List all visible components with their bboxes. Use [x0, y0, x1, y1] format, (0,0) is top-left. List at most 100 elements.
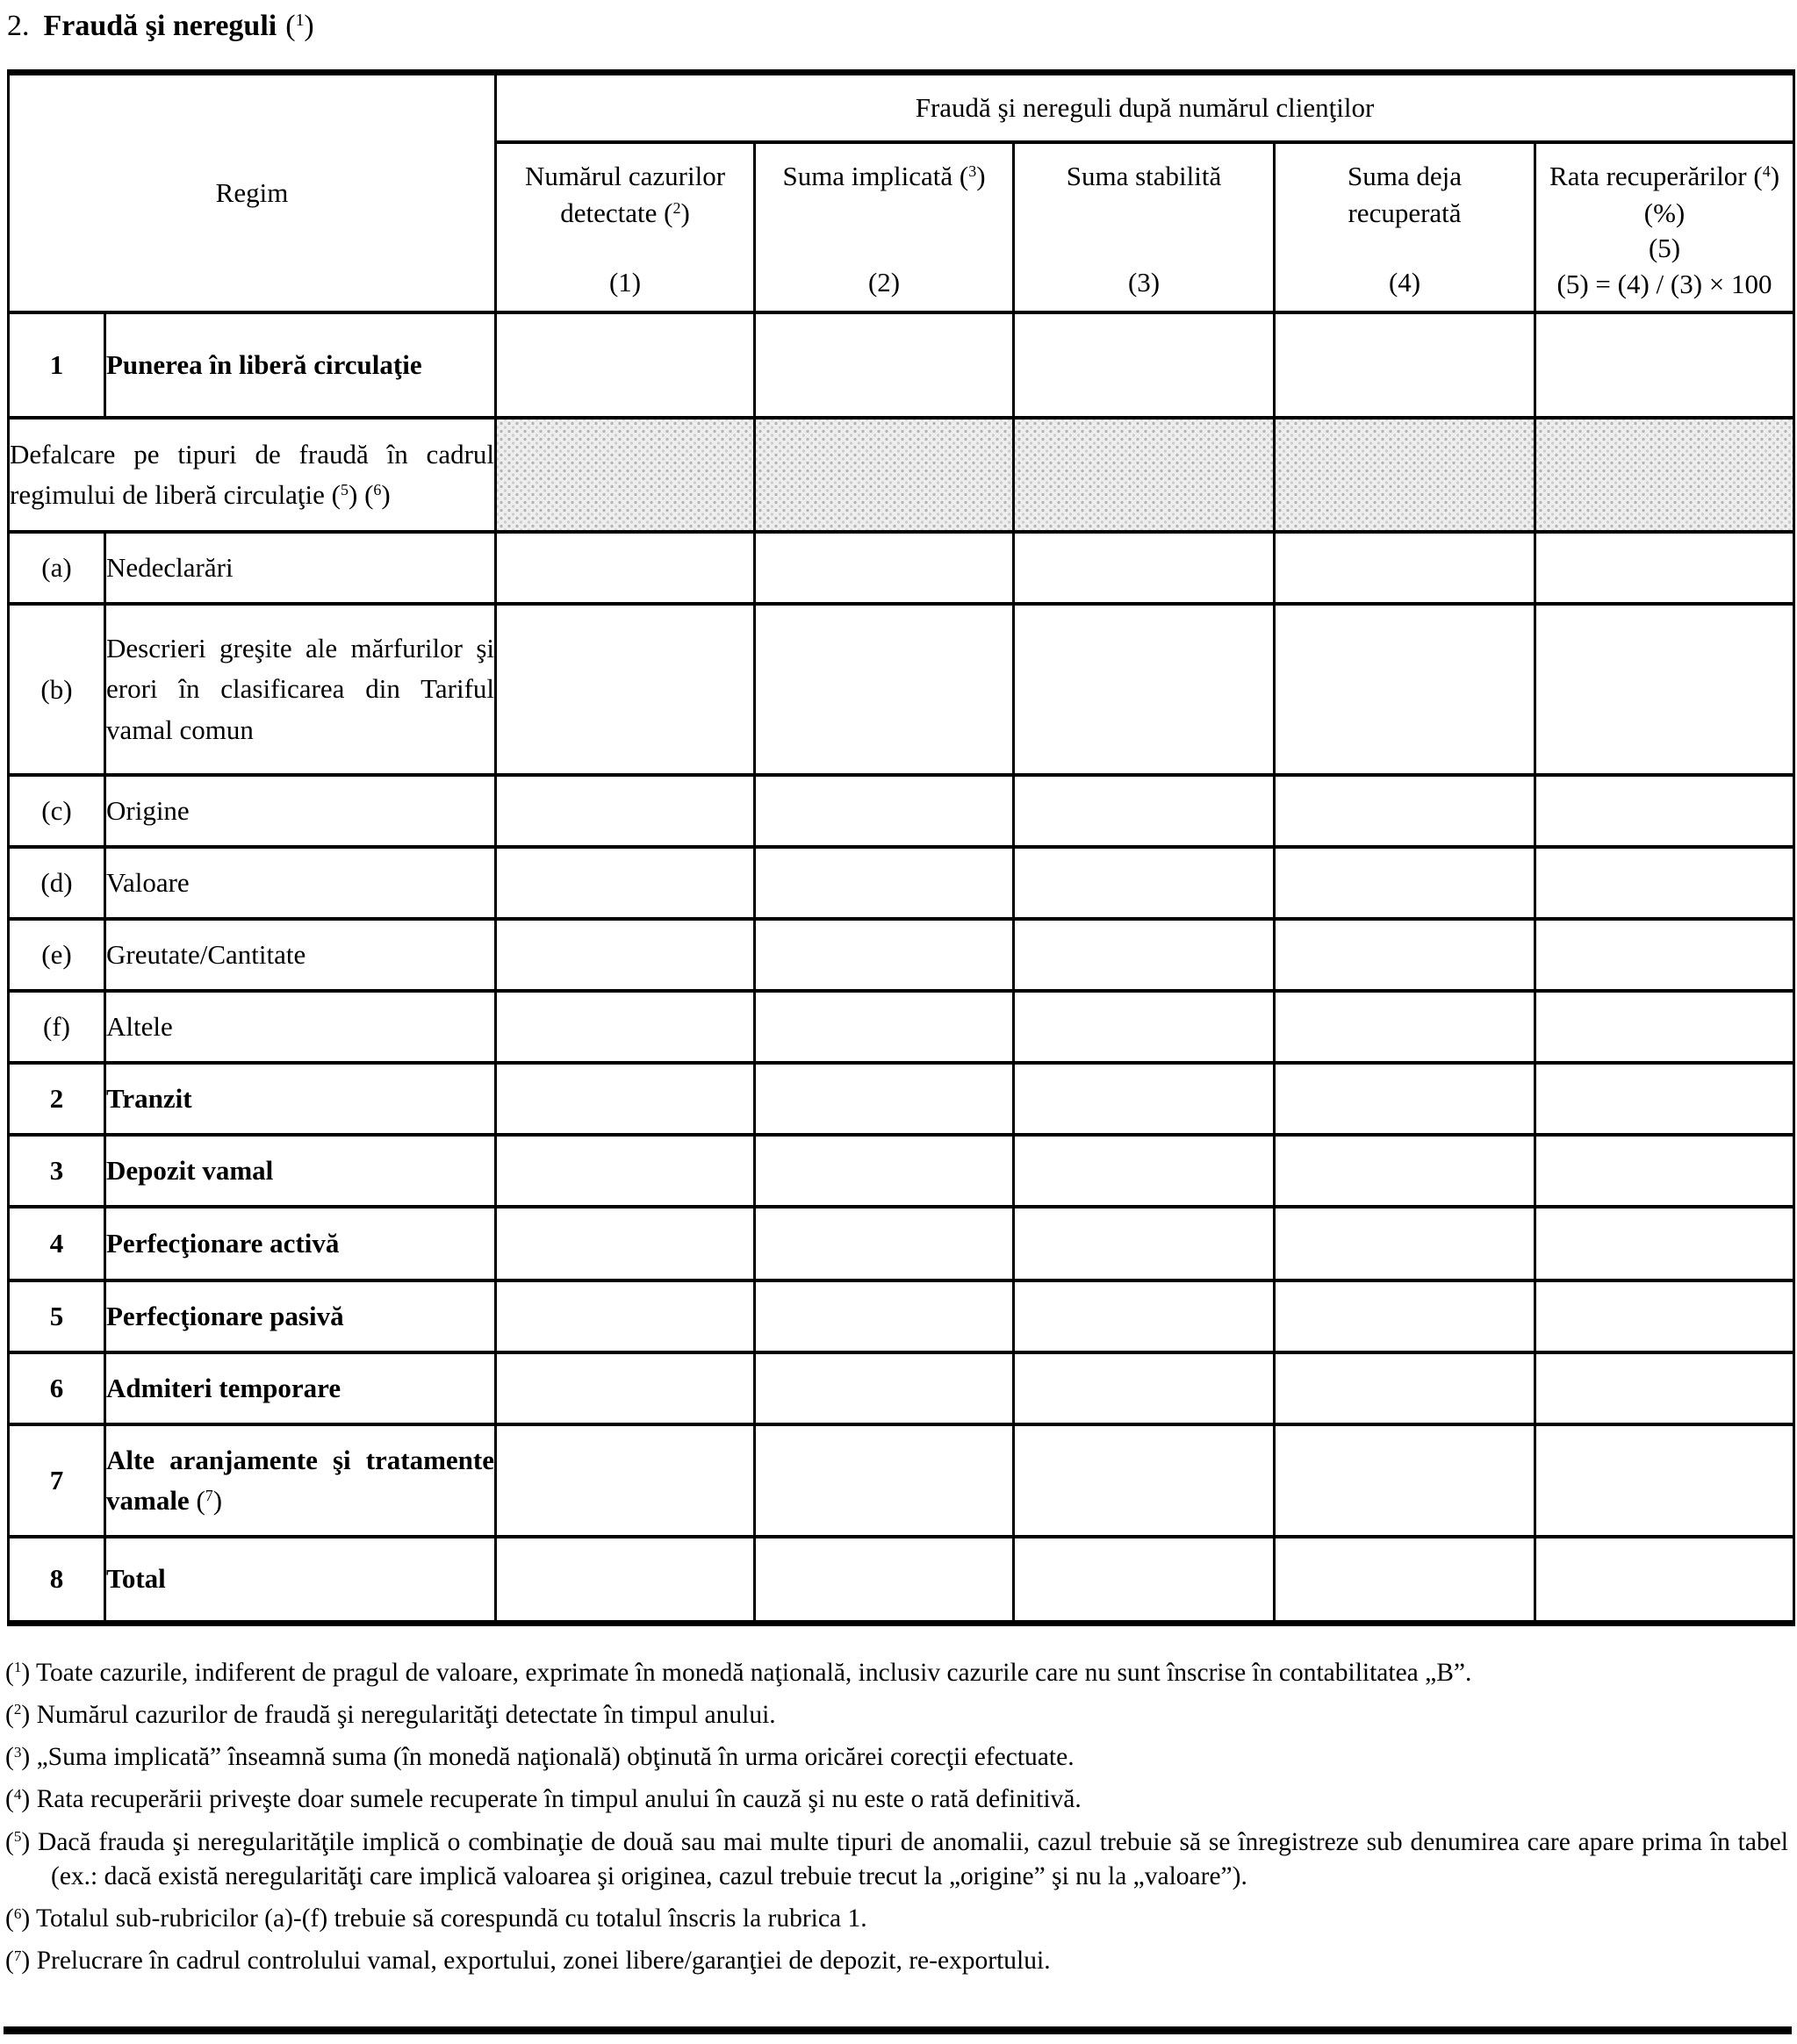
table-header: Regim Fraudă şi nereguli după numărul cl…: [6, 70, 1796, 315]
table-row: (e) Greutate/Cantitate: [7, 917, 1796, 993]
table-row: 5 Perfecţionare pasivă: [7, 1279, 1796, 1355]
table-row: 1 Punerea în liberă circulaţie: [7, 311, 1796, 420]
data-cell: [1534, 1205, 1796, 1283]
footnote-ref-icon: (5): [331, 479, 358, 511]
data-cell: [753, 989, 1016, 1065]
group-header-cell: Fraudă şi nereguli după numărul clienţil…: [494, 70, 1796, 144]
column-index: (1): [608, 266, 642, 298]
group-header-row: Regim Fraudă şi nereguli după numărul cl…: [6, 70, 1796, 315]
column-header-cell: Suma deja recuperată (4): [1273, 140, 1537, 315]
data-cell: [753, 530, 1016, 606]
data-cell: [1273, 530, 1537, 606]
data-cell: [1012, 1351, 1276, 1427]
data-cell: [494, 773, 757, 850]
row-number-cell: 6: [7, 1351, 106, 1427]
data-cell: [494, 1279, 757, 1355]
row-number-cell: 3: [7, 1133, 106, 1209]
row-number-cell: (d): [7, 845, 106, 922]
row-number-cell: (b): [7, 602, 106, 778]
column-header-cell: Suma implicată (3) (2): [753, 140, 1016, 315]
data-cell: [1012, 1279, 1276, 1355]
data-cell: [1012, 1133, 1276, 1209]
column-header-label: Suma implicată (3): [782, 158, 985, 195]
column-header-line: Rata recuperărilor (4): [1549, 160, 1780, 191]
data-cell: [1012, 845, 1276, 922]
data-cell: [1012, 917, 1276, 993]
column-index: (2): [867, 266, 901, 298]
row-label-cell: Depozit vamal: [103, 1133, 498, 1209]
regim-header-label: Regim: [215, 176, 289, 208]
breakdown-label-cell: Defalcare pe tipuri de fraudă în cadrul …: [6, 416, 498, 534]
row-label-cell: Greutate/Cantitate: [103, 917, 498, 993]
data-cell: [1273, 773, 1537, 850]
column-header-label: Rata recuperărilor (4) (%): [1549, 158, 1779, 232]
row-label-cell: Alte aranjamente şi tratamente vamale (7…: [103, 1423, 498, 1539]
data-cell: [753, 917, 1016, 993]
row-number-cell: 7: [7, 1423, 106, 1539]
row-number-cell: 5: [7, 1279, 106, 1355]
column-header-line: (%): [1643, 197, 1686, 228]
column-header-line: Suma implicată (3): [782, 160, 986, 191]
shaded-data-cell: [494, 416, 757, 534]
data-cell: [1273, 311, 1537, 420]
data-cell: [494, 1535, 757, 1625]
column-header-line: recuperată: [1348, 197, 1462, 228]
footnote-ref-icon: (5): [5, 1827, 31, 1856]
footnote-ref-icon: (4): [5, 1785, 31, 1814]
footnote: (7) Prelucrare în cadrul controlului vam…: [5, 1947, 1051, 1976]
data-cell: [1273, 1279, 1537, 1355]
footnote-ref-icon: (1): [285, 10, 314, 42]
shaded-data-cell: [753, 416, 1016, 534]
table-row: (c) Origine: [7, 773, 1796, 850]
table-row: 4 Perfecţionare activă: [7, 1205, 1796, 1283]
data-cell: [1534, 1423, 1796, 1539]
data-cell: [494, 989, 757, 1065]
table-row: 7 Alte aranjamente şi tratamente vamale (…: [7, 1423, 1796, 1539]
shaded-data-cell: [1273, 416, 1537, 534]
data-cell: [753, 602, 1016, 778]
data-cell: [753, 1205, 1016, 1283]
data-cell: [1273, 917, 1537, 993]
column-header-row: Numărul cazurilor detectate (2) (1) Suma im…: [9, 140, 1796, 315]
data-cell: [1273, 1423, 1537, 1539]
title-text: Fraudă şi nereguli: [43, 10, 277, 42]
data-cell: [494, 917, 757, 993]
footnote-ref-icon: (3): [959, 160, 986, 191]
data-cell: [753, 1279, 1016, 1355]
column-header-content: Rata recuperărilor (4) (%) (5) (5) = (4) / …: [1538, 146, 1792, 309]
column-header-label: Suma stabilită: [1067, 158, 1222, 195]
footnote: (5) Dacă frauda şi neregularităţile impl…: [5, 1827, 1788, 1890]
data-cell: [1534, 773, 1796, 850]
data-cell: [1534, 845, 1796, 922]
row-number-cell: 1: [7, 311, 106, 420]
data-cell: [1534, 602, 1796, 778]
page-title: 2. Fraudă şi nereguli (1): [0, 0, 1797, 45]
data-cell: [1534, 530, 1796, 606]
group-header-label: Fraudă şi nereguli după numărul clienţil…: [915, 91, 1375, 123]
table-row: (a) Nedeclarări: [7, 530, 1796, 606]
data-cell: [1012, 1423, 1276, 1539]
row-label-cell: Perfecţionare pasivă: [103, 1279, 498, 1355]
data-cell: [1534, 1535, 1796, 1625]
data-cell: [1273, 1133, 1537, 1209]
data-cell: [494, 311, 757, 420]
data-cell: [1273, 1205, 1537, 1283]
row-label-cell: Perfecţionare activă: [103, 1205, 498, 1283]
footnote-ref-icon: (4): [1753, 160, 1780, 191]
data-cell: [1012, 1061, 1276, 1137]
data-cell: [1534, 311, 1796, 420]
row-number-cell: (e): [7, 917, 106, 993]
footnote: (1) Toate cazurile, indiferent de pragul…: [5, 1658, 1472, 1687]
data-cell: [753, 1351, 1016, 1427]
data-cell: [1273, 845, 1537, 922]
data-cell: [1273, 602, 1537, 778]
row-label-cell: Punerea în liberă circulaţie: [103, 311, 498, 420]
footnote-ref-icon: (3): [5, 1743, 31, 1772]
column-header-content: Suma deja recuperată (4): [1277, 146, 1533, 309]
data-cell: [1012, 1535, 1276, 1625]
column-header-content: Suma implicată (3) (2): [758, 146, 1011, 309]
row-label-cell: Altele: [103, 989, 498, 1065]
column-header-content: Numărul cazurilor detectate (2) (1): [499, 146, 752, 309]
row-number-cell: 4: [7, 1205, 106, 1283]
